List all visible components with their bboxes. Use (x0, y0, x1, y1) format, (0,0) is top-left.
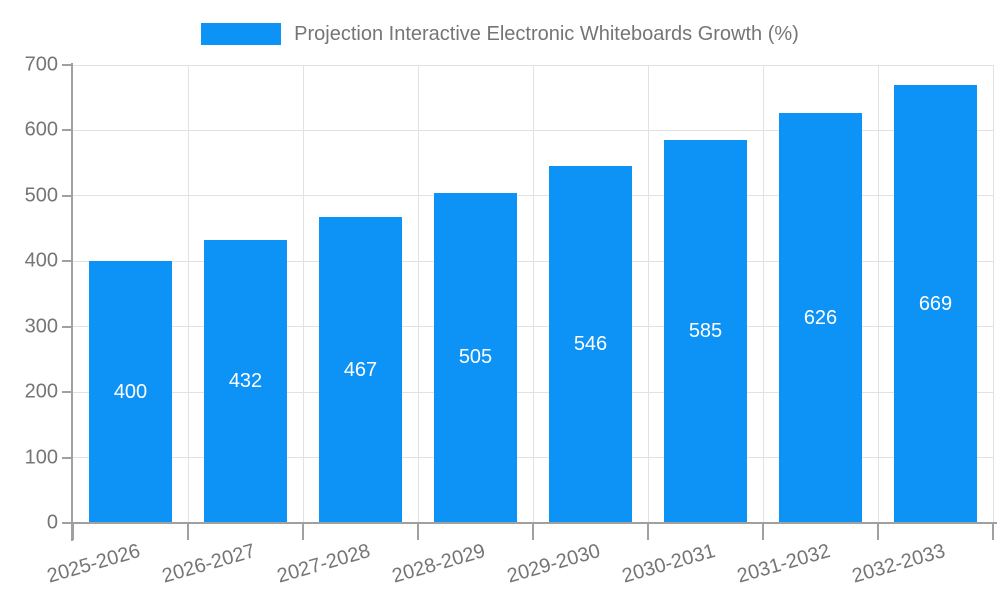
y-tick-label: 600 (24, 118, 58, 141)
legend-swatch (201, 23, 282, 45)
y-tick-mark (62, 522, 72, 524)
bar-value-label: 467 (343, 358, 378, 381)
bar-value-label: 669 (918, 292, 953, 315)
y-tick-mark (62, 456, 72, 459)
x-tick-label: 2031-2032 (734, 540, 833, 588)
x-gridline (992, 65, 994, 523)
x-tick-label: 2025-2026 (44, 540, 143, 588)
y-tick-mark (62, 391, 72, 394)
y-tick-label: 100 (24, 446, 58, 469)
y-tick-mark (62, 260, 72, 263)
y-tick-label: 500 (24, 184, 58, 207)
bar[interactable]: 546 (549, 165, 632, 523)
bar[interactable]: 626 (779, 113, 862, 523)
y-tick-label: 700 (24, 53, 58, 76)
x-tick-mark (72, 524, 74, 540)
x-gridline (647, 65, 649, 523)
x-gridline (877, 65, 879, 523)
plot-area: 400 432 467 505 546 585 626 669 (73, 64, 994, 523)
y-tick-mark (62, 194, 72, 197)
bar[interactable]: 400 (89, 261, 172, 523)
bar-value-label: 626 (803, 306, 838, 329)
x-tick-label: 2030-2031 (619, 540, 718, 588)
bar-value-label: 585 (688, 320, 723, 343)
bar-value-label: 505 (458, 346, 493, 369)
x-tick-label: 2026-2027 (159, 540, 258, 588)
legend-label: Projection Interactive Electronic Whiteb… (294, 22, 799, 45)
bar-value-label: 546 (573, 332, 608, 355)
x-tick-mark (302, 524, 304, 540)
bar[interactable]: 669 (894, 85, 977, 523)
y-tick-label: 400 (24, 249, 58, 272)
x-tick-mark (992, 524, 994, 540)
x-tick-mark (187, 524, 189, 540)
x-gridline (417, 65, 419, 523)
bar-value-label: 432 (228, 370, 263, 393)
x-tick-mark (877, 524, 879, 540)
x-tick-label: 2029-2030 (504, 540, 603, 588)
x-gridline (762, 65, 764, 523)
x-gridline (302, 65, 304, 523)
y-axis-line (71, 63, 73, 541)
y-tick-mark (62, 325, 72, 328)
x-tick-mark (417, 524, 419, 540)
legend[interactable]: Projection Interactive Electronic Whiteb… (0, 22, 1000, 46)
bar-value-label: 400 (113, 380, 148, 403)
x-tick-mark (762, 524, 764, 540)
bar[interactable]: 467 (319, 217, 402, 523)
x-tick-label: 2032-2033 (849, 540, 948, 588)
y-tick-label: 200 (24, 380, 58, 403)
x-axis-line (62, 522, 997, 524)
x-gridline (187, 65, 189, 523)
x-tick-label: 2028-2029 (389, 540, 488, 588)
x-gridline (532, 65, 534, 523)
bar[interactable]: 585 (664, 140, 747, 523)
y-tick-label: 300 (24, 315, 58, 338)
x-tick-mark (647, 524, 649, 540)
x-tick-mark (532, 524, 534, 540)
x-tick-label: 2027-2028 (274, 540, 373, 588)
y-tick-label: 0 (46, 511, 58, 534)
bar[interactable]: 432 (204, 240, 287, 523)
bar[interactable]: 505 (434, 192, 517, 523)
y-tick-mark (62, 64, 72, 66)
y-tick-mark (62, 129, 72, 132)
